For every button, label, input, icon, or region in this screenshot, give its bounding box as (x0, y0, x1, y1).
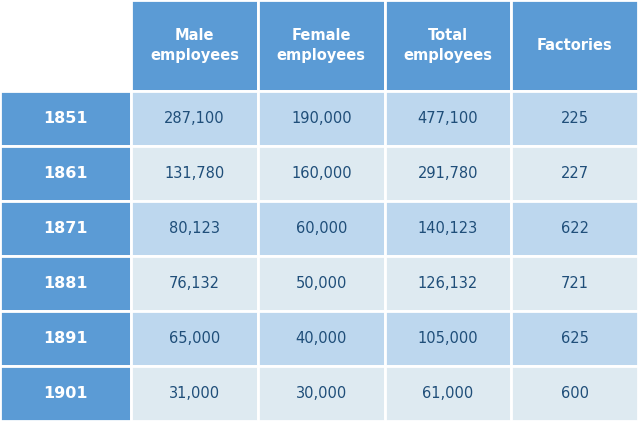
Text: 61,000: 61,000 (422, 386, 474, 401)
Bar (131, 146, 258, 201)
Bar (131, 256, 258, 311)
Text: 287,100: 287,100 (164, 111, 225, 125)
Bar (258, 146, 385, 201)
Text: 1891: 1891 (44, 331, 88, 346)
Bar (385, 256, 511, 311)
Bar (258, 91, 385, 146)
Bar (0, 201, 131, 256)
Bar (511, 201, 638, 256)
Text: 227: 227 (561, 165, 589, 181)
Text: 105,000: 105,000 (418, 331, 478, 346)
Text: 1861: 1861 (44, 165, 88, 181)
Text: 131,780: 131,780 (164, 165, 225, 181)
Text: 50,000: 50,000 (296, 276, 347, 291)
Text: 1851: 1851 (44, 111, 88, 125)
Bar (131, 311, 258, 366)
Bar (0, 256, 131, 311)
Text: 76,132: 76,132 (169, 276, 220, 291)
Bar (511, 256, 638, 311)
Text: 80,123: 80,123 (169, 221, 220, 236)
Bar (385, 201, 511, 256)
Text: 126,132: 126,132 (418, 276, 478, 291)
Text: 225: 225 (561, 111, 589, 125)
Text: 291,780: 291,780 (418, 165, 478, 181)
Bar (511, 146, 638, 201)
Text: Female
employees: Female employees (276, 28, 366, 63)
Bar (258, 311, 385, 366)
Bar (385, 91, 511, 146)
Text: 1901: 1901 (44, 386, 88, 401)
Text: 160,000: 160,000 (291, 165, 351, 181)
Bar (511, 0, 638, 91)
Bar (0, 0, 131, 91)
Text: Male
employees: Male employees (150, 28, 239, 63)
Text: 40,000: 40,000 (296, 331, 347, 346)
Bar (385, 0, 511, 91)
Bar (0, 366, 131, 421)
Bar (258, 201, 385, 256)
Bar (511, 91, 638, 146)
Bar (131, 91, 258, 146)
Text: 622: 622 (561, 221, 589, 236)
Bar (385, 366, 511, 421)
Text: 600: 600 (561, 386, 589, 401)
Bar (0, 311, 131, 366)
Text: Factories: Factories (537, 38, 612, 53)
Text: 1881: 1881 (44, 276, 88, 291)
Bar (258, 366, 385, 421)
Bar (258, 0, 385, 91)
Text: 30,000: 30,000 (296, 386, 347, 401)
Bar (0, 91, 131, 146)
Text: Total
employees: Total employees (403, 28, 493, 63)
Text: 65,000: 65,000 (169, 331, 220, 346)
Bar (511, 366, 638, 421)
Bar (131, 366, 258, 421)
Bar (258, 256, 385, 311)
Text: 31,000: 31,000 (169, 386, 220, 401)
Bar (131, 0, 258, 91)
Text: 140,123: 140,123 (418, 221, 478, 236)
Bar (385, 146, 511, 201)
Bar (131, 201, 258, 256)
Text: 625: 625 (561, 331, 589, 346)
Text: 60,000: 60,000 (296, 221, 347, 236)
Bar (0, 146, 131, 201)
Bar (385, 311, 511, 366)
Bar (511, 311, 638, 366)
Text: 721: 721 (561, 276, 589, 291)
Text: 477,100: 477,100 (418, 111, 478, 125)
Text: 1871: 1871 (44, 221, 88, 236)
Text: 190,000: 190,000 (291, 111, 351, 125)
